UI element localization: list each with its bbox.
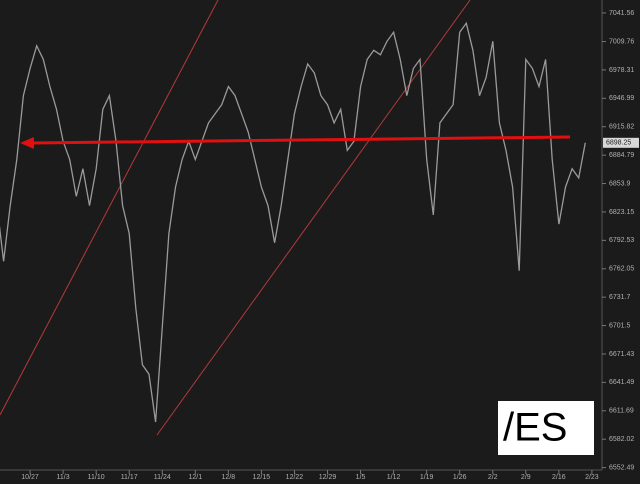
- x-tick-label: 11/10: [88, 474, 105, 481]
- y-tick-label: 6552.49: [609, 464, 634, 471]
- symbol-label: /ES: [503, 406, 567, 450]
- y-tick-label: 6582.02: [609, 436, 634, 443]
- y-tick-label: 6946.99: [609, 95, 634, 102]
- x-tick-label: 2/9: [521, 474, 531, 481]
- y-tick-label: 6915.82: [609, 124, 634, 131]
- x-tick-label: 1/26: [453, 474, 467, 481]
- y-tick-label: 6792.53: [609, 237, 634, 244]
- y-tick-label: 7041.56: [609, 10, 634, 17]
- last-price-label: 6898.25: [606, 140, 631, 147]
- y-tick-label: 6978.31: [609, 67, 634, 74]
- y-tick-label: 7009.76: [609, 38, 634, 45]
- x-tick-label: 1/12: [387, 474, 401, 481]
- y-tick-label: 6671.43: [609, 351, 634, 358]
- y-tick-label: 6641.49: [609, 379, 634, 386]
- x-tick-label: 12/29: [319, 474, 337, 481]
- price-line: [0, 21, 586, 423]
- y-tick-label: 6762.05: [609, 266, 634, 273]
- y-tick-label: 6731.7: [609, 294, 631, 301]
- arrow-head: [20, 137, 34, 149]
- last-price-box: [603, 137, 639, 148]
- x-tick-label: 12/22: [286, 474, 304, 481]
- x-tick-label: 1/19: [420, 474, 434, 481]
- plot-area: [0, 0, 586, 436]
- x-tick-label: 11/17: [121, 474, 138, 481]
- x-tick-label: 1/5: [356, 474, 366, 481]
- y-tick-label: 6701.5: [609, 322, 631, 329]
- symbol-box: [498, 401, 594, 455]
- y-tick-label: 6823.15: [609, 209, 634, 216]
- x-tick-label: 12/15: [253, 474, 271, 481]
- x-tick-label: 12/1: [188, 474, 202, 481]
- annotations: [20, 135, 571, 149]
- trend-line: [0, 0, 219, 416]
- x-tick-label: 2/2: [488, 474, 498, 481]
- x-tick-label: 2/23: [585, 474, 599, 481]
- y-tick-label: 6611.69: [609, 408, 634, 415]
- x-tick-label: 12/8: [222, 474, 236, 481]
- arrow-line: [31, 135, 571, 145]
- x-tick-label: 10/27: [21, 474, 39, 481]
- y-tick-label: 6884.79: [609, 152, 634, 159]
- x-tick-label: 11/3: [57, 474, 70, 481]
- x-tick-label: 11/24: [154, 474, 171, 481]
- x-tick-label: 2/16: [552, 474, 566, 481]
- y-tick-label: 6853.9: [609, 180, 631, 187]
- trend-line: [156, 0, 471, 436]
